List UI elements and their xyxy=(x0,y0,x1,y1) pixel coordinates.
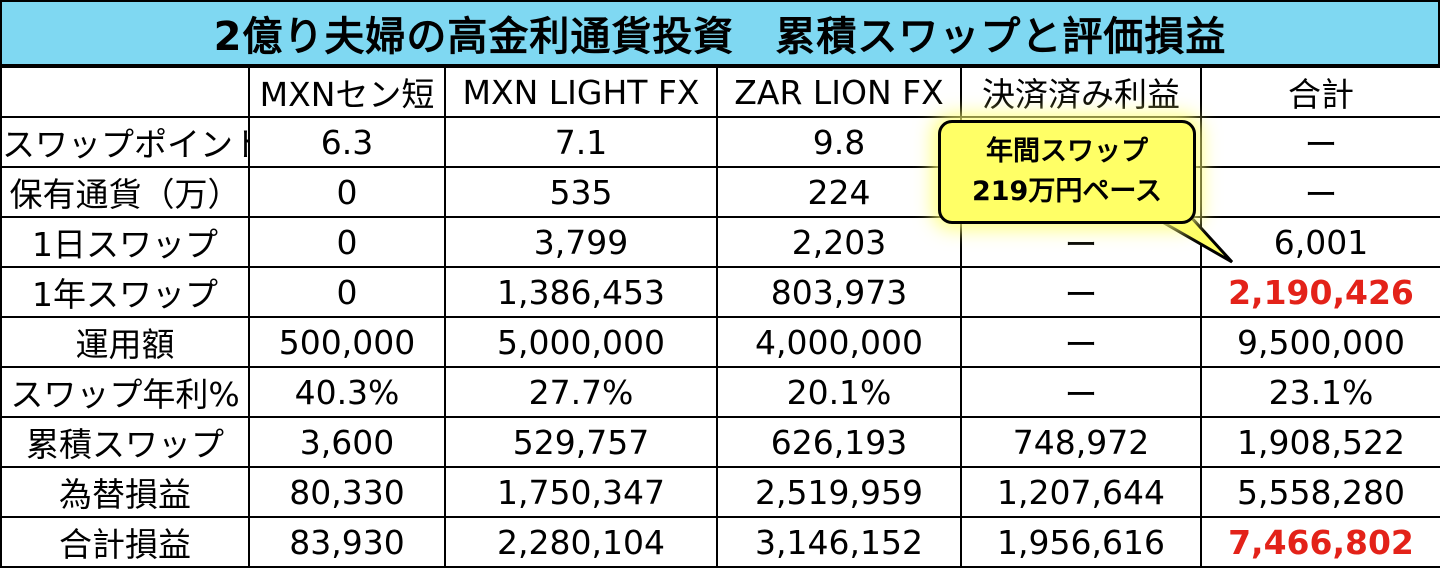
table-cell: ー xyxy=(1200,166,1440,218)
table-cell: 1,207,644 xyxy=(960,466,1202,518)
table-header-row: MXNセン短 MXN LIGHT FX ZAR LION FX 決済済み利益 合… xyxy=(0,66,1440,118)
table-row: 運用額 500,000 5,000,000 4,000,000 ー 9,500,… xyxy=(0,316,1440,368)
row-label: 為替損益 xyxy=(0,466,250,518)
title-banner: 2億り夫婦の高金利通貨投資 累積スワップと評価損益 xyxy=(0,0,1440,66)
table-cell: ー xyxy=(960,316,1202,368)
annual-swap-callout: 年間スワップ 219万円ペース xyxy=(938,120,1196,224)
table-cell: 2,280,104 xyxy=(444,516,718,568)
header-zar-lionfx: ZAR LION FX xyxy=(716,66,962,118)
table-cell: 3,600 xyxy=(248,416,446,468)
row-label: スワップ年利% xyxy=(0,366,250,418)
table-cell: 9.8 xyxy=(716,116,962,168)
table-cell: 27.7% xyxy=(444,366,718,418)
table-cell: 7.1 xyxy=(444,116,718,168)
table-cell: 4,000,000 xyxy=(716,316,962,368)
row-label: 累積スワップ xyxy=(0,416,250,468)
table-cell: 535 xyxy=(444,166,718,218)
total-pnl-cell: 7,466,802 xyxy=(1200,516,1440,568)
table-row: 合計損益 83,930 2,280,104 3,146,152 1,956,61… xyxy=(0,516,1440,568)
table-cell: 5,558,280 xyxy=(1200,466,1440,518)
table-cell: 2,519,959 xyxy=(716,466,962,518)
table-cell: 1,908,522 xyxy=(1200,416,1440,468)
table-cell: 0 xyxy=(248,216,446,268)
table-cell: 803,973 xyxy=(716,266,962,318)
page-title: 2億り夫婦の高金利通貨投資 累積スワップと評価損益 xyxy=(213,14,1227,60)
table-cell: ー xyxy=(1200,116,1440,168)
table-cell: 5,000,000 xyxy=(444,316,718,368)
table-cell: 500,000 xyxy=(248,316,446,368)
row-label: 1日スワップ xyxy=(0,216,250,268)
table-cell: 2,203 xyxy=(716,216,962,268)
header-mxn-lightfx: MXN LIGHT FX xyxy=(444,66,718,118)
table-cell: 748,972 xyxy=(960,416,1202,468)
table-cell: 83,930 xyxy=(248,516,446,568)
table-cell: ー xyxy=(960,216,1202,268)
row-label: スワップポイント xyxy=(0,116,250,168)
table-cell: 6.3 xyxy=(248,116,446,168)
table-row: 保有通貨（万） 0 535 224 ー xyxy=(0,166,1440,218)
table-cell: 9,500,000 xyxy=(1200,316,1440,368)
table-cell: 0 xyxy=(248,266,446,318)
header-settled-profit: 決済済み利益 xyxy=(960,66,1202,118)
table-cell: 40.3% xyxy=(248,366,446,418)
table-cell: 0 xyxy=(248,166,446,218)
table-cell: 529,757 xyxy=(444,416,718,468)
table-cell: 1,750,347 xyxy=(444,466,718,518)
table-cell: 23.1% xyxy=(1200,366,1440,418)
table-row: 1日スワップ 0 3,799 2,203 ー 6,001 xyxy=(0,216,1440,268)
annual-swap-total-cell: 2,190,426 xyxy=(1200,266,1440,318)
table-cell: 3,799 xyxy=(444,216,718,268)
table-row: スワップポイント 6.3 7.1 9.8 ー xyxy=(0,116,1440,168)
header-mxn-sen: MXNセン短 xyxy=(248,66,446,118)
table-cell: 626,193 xyxy=(716,416,962,468)
callout-pointer xyxy=(1146,214,1234,264)
callout-line-1: 年間スワップ xyxy=(986,136,1148,167)
callout-line-2: 219万円ペース xyxy=(971,176,1162,207)
table-cell: ー xyxy=(960,366,1202,418)
row-label: 運用額 xyxy=(0,316,250,368)
table-row: 累積スワップ 3,600 529,757 626,193 748,972 1,9… xyxy=(0,416,1440,468)
table-row: 1年スワップ 0 1,386,453 803,973 ー 2,190,426 xyxy=(0,266,1440,318)
row-label: 1年スワップ xyxy=(0,266,250,318)
table-cell: 80,330 xyxy=(248,466,446,518)
header-corner-cell xyxy=(0,66,250,118)
table-row: スワップ年利% 40.3% 27.7% 20.1% ー 23.1% xyxy=(0,366,1440,418)
table-row: 為替損益 80,330 1,750,347 2,519,959 1,207,64… xyxy=(0,466,1440,518)
table-cell: ー xyxy=(960,266,1202,318)
header-total: 合計 xyxy=(1200,66,1440,118)
table-cell: 224 xyxy=(716,166,962,218)
table-cell: 1,956,616 xyxy=(960,516,1202,568)
table-cell: 6,001 xyxy=(1200,216,1440,268)
swap-summary-table: MXNセン短 MXN LIGHT FX ZAR LION FX 決済済み利益 合… xyxy=(0,66,1440,568)
table-cell: 1,386,453 xyxy=(444,266,718,318)
table-cell: 3,146,152 xyxy=(716,516,962,568)
row-label: 合計損益 xyxy=(0,516,250,568)
table-cell: 20.1% xyxy=(716,366,962,418)
row-label: 保有通貨（万） xyxy=(0,166,250,218)
